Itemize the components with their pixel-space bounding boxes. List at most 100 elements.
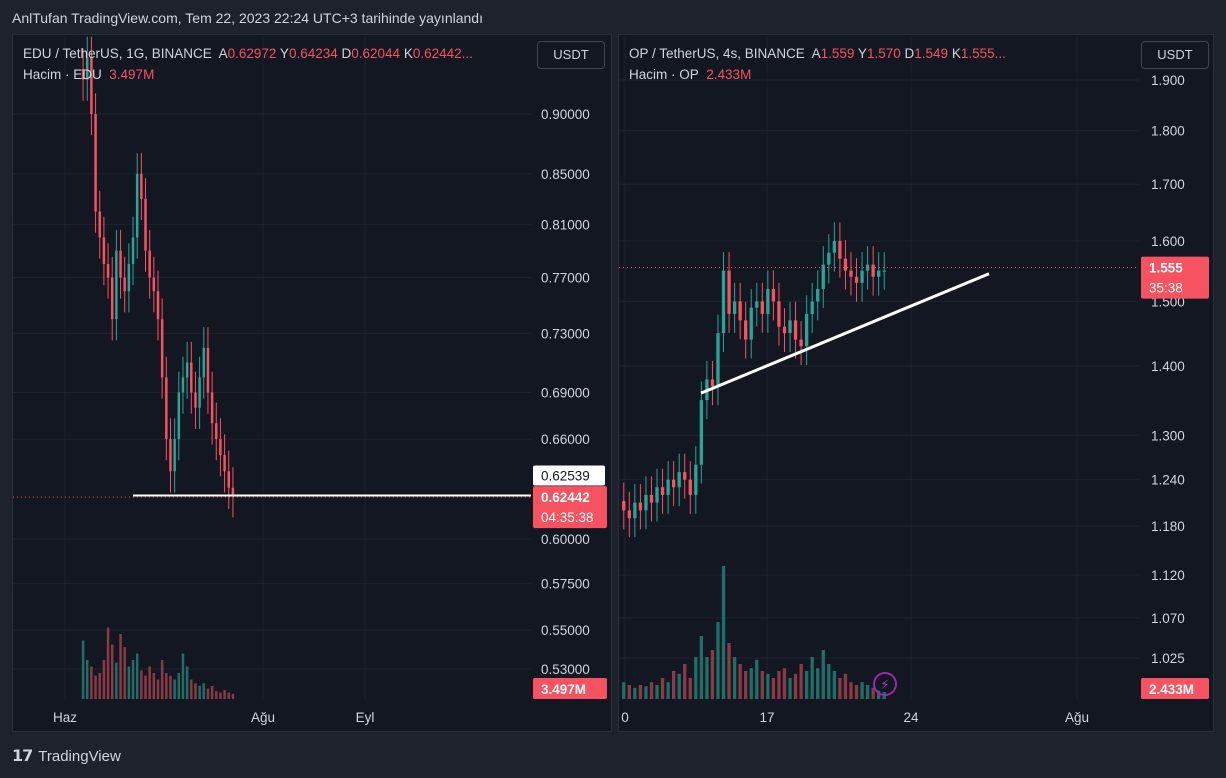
- op-symbol: OP / TetherUS, 4s, BINANCE: [629, 46, 805, 61]
- op-currency-button[interactable]: USDT: [1141, 41, 1209, 69]
- volume-bar: [140, 670, 143, 699]
- candle: [231, 487, 235, 497]
- op-low: 1.549: [914, 46, 949, 61]
- y-tick-label: 1.400: [1151, 359, 1185, 374]
- candle: [144, 198, 147, 251]
- volume-bar: [755, 659, 759, 699]
- candle: [627, 510, 631, 519]
- candle: [688, 479, 692, 495]
- y-tick-label: 0.55000: [541, 623, 590, 638]
- volume-bar: [185, 666, 189, 699]
- candle: [110, 277, 114, 320]
- volume-bar: [716, 622, 720, 699]
- volume-bar: [649, 682, 654, 699]
- candle: [106, 263, 110, 278]
- volume-bar: [860, 682, 864, 699]
- x-tick-label: Ağu: [251, 710, 275, 725]
- volume-bar: [871, 687, 875, 699]
- y-tick-label: 1.900: [1151, 73, 1185, 88]
- edu-close: 0.62442...: [412, 46, 473, 61]
- candle: [152, 277, 156, 292]
- volume-bar: [135, 653, 139, 699]
- chart-panel-op[interactable]: 1.900 1.800 1.700 1.600 1.500 1.400 1.300 1.240…: [618, 34, 1214, 732]
- last-price-label: 1.555: [1149, 261, 1183, 276]
- volume-bar: [638, 685, 643, 699]
- volume-bar: [854, 685, 859, 699]
- candle: [98, 211, 101, 238]
- candle: [81, 69, 85, 80]
- candle: [227, 471, 231, 488]
- volume-bar: [152, 673, 156, 699]
- footer-brand[interactable]: 𝟭𝟳 TradingView: [12, 746, 121, 766]
- op-close: 1.555...: [960, 46, 1006, 61]
- candle: [85, 57, 89, 80]
- candle: [90, 57, 93, 114]
- candle: [771, 288, 776, 302]
- candle: [810, 301, 814, 314]
- volume-bar: [206, 688, 210, 699]
- y-tick-label: 0.73000: [541, 326, 590, 341]
- candle: [821, 264, 825, 289]
- volume-bar: [85, 660, 89, 699]
- candle: [123, 277, 126, 292]
- lightning-icon: [873, 672, 897, 696]
- candle: [871, 264, 875, 277]
- candle: [94, 114, 97, 212]
- x-tick-label: 0: [621, 710, 629, 725]
- candle: [638, 502, 643, 511]
- candle: [766, 288, 770, 314]
- volume-bar: [115, 662, 118, 699]
- volume-bar: [219, 692, 222, 699]
- volume-bar: [671, 671, 676, 699]
- volume-bar: [816, 668, 820, 699]
- candle: [135, 173, 139, 238]
- volume-bar: [821, 650, 825, 699]
- op-symbol-header: OP / TetherUS, 4s, BINANCE A1.559 Y1.570…: [629, 46, 1006, 61]
- volume-bar: [110, 644, 114, 699]
- volume-bar: [727, 643, 731, 699]
- candle: [219, 439, 222, 456]
- y-tick-label: 0.90000: [541, 107, 590, 122]
- volume-bar: [223, 689, 226, 699]
- volume-bar: [81, 640, 85, 699]
- edu-symbol-header: EDU / TetherUS, 1G, BINANCE A0.62972 Y0.…: [23, 46, 473, 61]
- volume-bar: [699, 636, 704, 699]
- candle: [660, 487, 665, 495]
- candle: [683, 472, 687, 480]
- lightning-glyph: ⚡: [880, 678, 889, 693]
- candle: [738, 301, 742, 321]
- edu-high: 0.64234: [288, 46, 338, 61]
- brand-name: TradingView: [38, 747, 121, 765]
- edu-currency-button[interactable]: USDT: [537, 41, 605, 69]
- candle: [749, 307, 753, 340]
- volume-bar: [210, 686, 214, 699]
- candle: [827, 252, 831, 265]
- volume-bar: [173, 679, 176, 699]
- edu-chart-canvas[interactable]: 0.90000 0.85000 0.81000 0.77000 0.73000 0.690…: [13, 35, 612, 732]
- y-tick-label: 1.070: [1151, 611, 1185, 626]
- y-tick-label: 1.300: [1151, 428, 1185, 443]
- y-tick-label: 0.77000: [541, 271, 590, 286]
- x-tick-label: Haz: [53, 710, 77, 725]
- candle: [185, 362, 189, 378]
- volume-bar: [119, 634, 122, 699]
- y-tick-label: 1.600: [1151, 234, 1185, 249]
- last-price-badge: [1141, 256, 1209, 299]
- candle: [127, 263, 131, 292]
- y-tick-label: 0.69000: [541, 385, 590, 400]
- candle: [190, 362, 193, 393]
- candle: [721, 270, 726, 334]
- chart-panel-edu[interactable]: 0.90000 0.85000 0.81000 0.77000 0.73000 0.690…: [12, 34, 612, 732]
- candle: [782, 326, 787, 334]
- candle: [181, 377, 185, 393]
- volume-bar: [627, 685, 631, 699]
- volume-axis-label: 2.433M: [1149, 682, 1194, 697]
- y-tick-label: 1.180: [1151, 519, 1185, 534]
- volume-bar: [165, 673, 168, 699]
- op-chart-canvas[interactable]: 1.9001.8001.7001.6001.5001.4001.3001.240…: [619, 35, 1214, 732]
- volume-bar: [194, 683, 197, 699]
- candle: [804, 313, 809, 347]
- candle: [649, 494, 654, 503]
- y-tick-label: 1.025: [1151, 651, 1185, 666]
- op-open: 1.559: [820, 46, 855, 61]
